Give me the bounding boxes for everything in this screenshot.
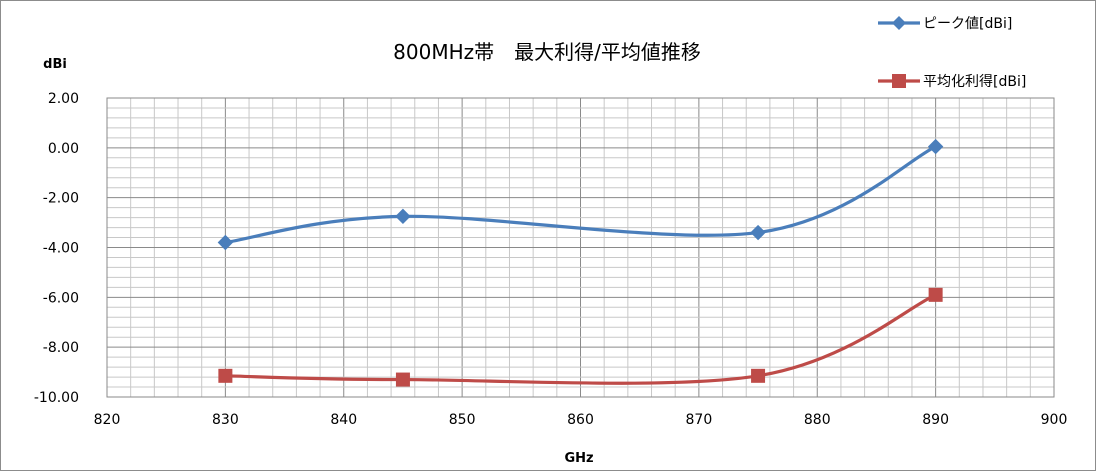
- data-point-diamond: [217, 234, 234, 251]
- grid: [106, 97, 1055, 398]
- x-tick-label: 880: [804, 412, 831, 428]
- x-tick-label: 890: [922, 412, 949, 428]
- series-line-1: [223, 293, 938, 385]
- data-point-diamond: [395, 208, 411, 225]
- x-tick-label: 820: [94, 412, 121, 428]
- legend-marker-diamond: [892, 16, 906, 30]
- y-axis-title: dBi: [43, 57, 67, 72]
- data-point-diamond: [927, 138, 944, 155]
- tick-labels: 820 830 840 850 860 870 880 890 900 2.00 0.00 -2.00…: [34, 91, 1068, 428]
- chart-title: 800MHz帯 最大利得/平均値推移: [393, 40, 701, 64]
- series-layer: [217, 138, 944, 387]
- y-tick-label: -4.00: [43, 241, 79, 257]
- legend-label-0: ピーク値[dBi]: [923, 16, 1012, 32]
- x-tick-label: 870: [686, 412, 713, 428]
- y-tick-label: -2.00: [43, 191, 79, 207]
- x-tick-label: 840: [330, 412, 357, 428]
- y-tick-label: 0.00: [48, 141, 79, 157]
- y-tick-label: -6.00: [43, 290, 79, 306]
- data-point-square: [928, 287, 943, 302]
- x-tick-label: 900: [1041, 412, 1068, 428]
- data-point-diamond: [750, 224, 766, 241]
- legend-marker-square: [892, 74, 906, 88]
- legend: ピーク値[dBi] 平均化利得[dBi]: [878, 16, 1026, 90]
- data-point-square: [751, 368, 766, 383]
- x-tick-label: 860: [567, 412, 594, 428]
- series-line-0: [223, 144, 938, 245]
- axes: [106, 97, 1055, 398]
- plot-area-border: [106, 97, 1055, 398]
- y-tick-label: -10.00: [34, 390, 79, 406]
- x-tick-label: 850: [449, 412, 476, 428]
- y-tick-label: 2.00: [48, 91, 79, 107]
- x-tick-label: 830: [212, 412, 239, 428]
- legend-label-1: 平均化利得[dBi]: [923, 73, 1026, 90]
- y-tick-label: -8.00: [43, 340, 79, 356]
- data-point-square: [395, 372, 410, 387]
- data-point-square: [218, 368, 233, 383]
- x-axis-title: GHz: [564, 451, 593, 466]
